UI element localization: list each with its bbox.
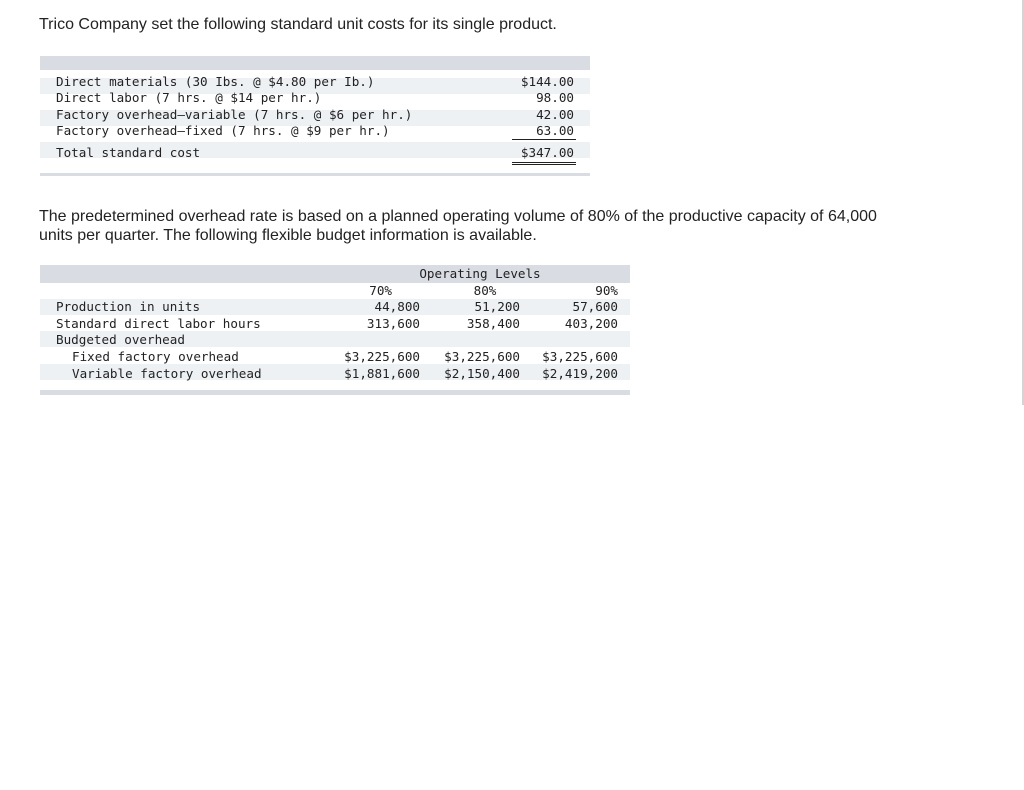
table-footer-bar bbox=[40, 173, 590, 176]
table-header-bar bbox=[40, 56, 590, 70]
total-double-rule-top bbox=[512, 162, 576, 163]
cost-row-amount: 98.00 bbox=[536, 90, 574, 105]
labor-hours-value: 403,200 bbox=[564, 316, 618, 331]
variable-overhead-value: $1,881,600 bbox=[344, 366, 420, 381]
fixed-overhead-value: $3,225,600 bbox=[444, 349, 520, 364]
variable-overhead-value: $2,419,200 bbox=[542, 366, 618, 381]
total-double-rule-bottom bbox=[512, 164, 576, 165]
table-header-bar bbox=[40, 265, 630, 283]
row-band bbox=[40, 78, 590, 94]
cost-row-label: Direct labor (7 hrs. @ $14 per hr.) bbox=[56, 90, 322, 105]
row-band bbox=[40, 110, 590, 126]
cost-row-amount: 42.00 bbox=[536, 107, 574, 122]
paragraph-line-2: units per quarter. The following flexibl… bbox=[39, 227, 537, 244]
level-header: 90% bbox=[595, 283, 618, 298]
budgeted-overhead-label: Budgeted overhead bbox=[56, 332, 185, 347]
fixed-overhead-value: $3,225,600 bbox=[344, 349, 420, 364]
operating-levels-header: Operating Levels bbox=[419, 266, 541, 281]
subtotal-rule bbox=[512, 139, 576, 140]
total-amount: $347.00 bbox=[520, 145, 574, 160]
total-label: Total standard cost bbox=[56, 145, 201, 160]
production-units-value: 44,800 bbox=[374, 299, 421, 314]
production-units-value: 57,600 bbox=[572, 299, 619, 314]
cost-row-label: Factory overhead—fixed (7 hrs. @ $9 per … bbox=[56, 123, 390, 138]
row-band bbox=[40, 299, 630, 315]
fixed-overhead-value: $3,225,600 bbox=[542, 349, 618, 364]
fixed-overhead-label: Fixed factory overhead bbox=[72, 349, 239, 364]
cost-row-label: Factory overhead—variable (7 hrs. @ $6 p… bbox=[56, 107, 413, 122]
row-band bbox=[40, 331, 630, 347]
row-band bbox=[40, 142, 590, 158]
level-header: 80% bbox=[473, 283, 497, 298]
row-band bbox=[40, 364, 630, 380]
cost-row-amount: $144.00 bbox=[520, 74, 574, 89]
variable-overhead-label: Variable factory overhead bbox=[72, 366, 262, 381]
standard-cost-table: Direct materials (30 Ibs. @ $4.80 per Ib… bbox=[40, 56, 590, 176]
labor-hours-label: Standard direct labor hours bbox=[56, 316, 261, 331]
production-units-label: Production in units bbox=[56, 299, 201, 314]
production-units-value: 51,200 bbox=[474, 299, 521, 314]
intro-text: Trico Company set the following standard… bbox=[39, 16, 557, 33]
paragraph-line-1: The predetermined overhead rate is based… bbox=[39, 208, 877, 225]
level-header: 70% bbox=[369, 283, 392, 298]
page-edge bbox=[1022, 0, 1024, 405]
variable-overhead-value: $2,150,400 bbox=[444, 366, 520, 381]
table-footer-bar bbox=[40, 390, 630, 395]
cost-row-amount: 63.00 bbox=[536, 123, 574, 138]
cost-row-label: Direct materials (30 Ibs. @ $4.80 per Ib… bbox=[56, 74, 375, 89]
labor-hours-value: 358,400 bbox=[466, 316, 520, 331]
labor-hours-value: 313,600 bbox=[366, 316, 420, 331]
flexible-budget-table: Operating Levels 70% 80% 90% Production … bbox=[40, 265, 630, 395]
